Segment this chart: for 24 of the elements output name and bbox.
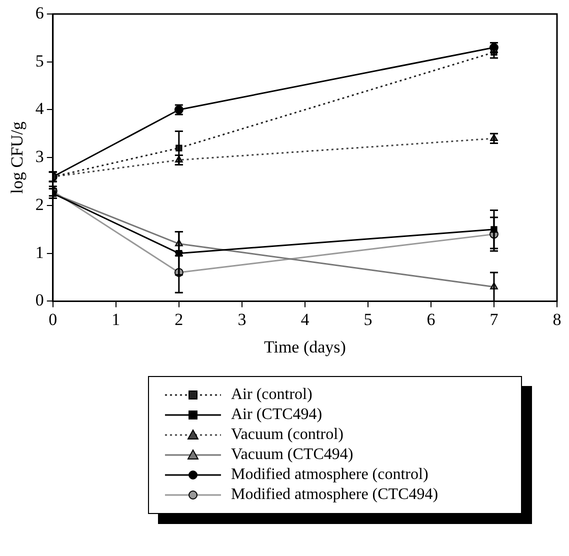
y-tick-label: 2 [35,194,44,214]
y-tick-label: 1 [35,242,44,262]
y-tick-label: 6 [35,3,44,22]
legend-label: Vacuum (CTC494) [231,445,354,465]
x-tick-label: 3 [238,310,246,329]
y-tick-label: 3 [35,147,44,166]
y-tick-label: 0 [35,290,44,310]
x-tick-label: 7 [490,310,499,329]
x-tick-label: 2 [174,310,184,329]
x-tick-label: 5 [364,310,372,329]
x-tick-label: 6 [426,310,436,329]
x-tick-label: 4 [300,310,310,329]
x-tick-label: 1 [112,310,120,329]
legend-label: Vacuum (control) [231,425,344,445]
y-tick-label: 4 [35,99,44,118]
x-tick-label: 0 [48,310,58,329]
x-axis-title: Time (days) [264,337,346,356]
x-tick-label: 8 [552,310,562,329]
y-axis-title: log CFU/g [8,120,27,194]
legend-label: Modified atmosphere (CTC494) [231,485,438,505]
legend-label: Air (CTC494) [231,405,322,425]
legend-label: Modified atmosphere (control) [231,465,428,485]
legend-label: Air (control) [231,385,312,405]
y-tick-label: 5 [35,51,44,70]
